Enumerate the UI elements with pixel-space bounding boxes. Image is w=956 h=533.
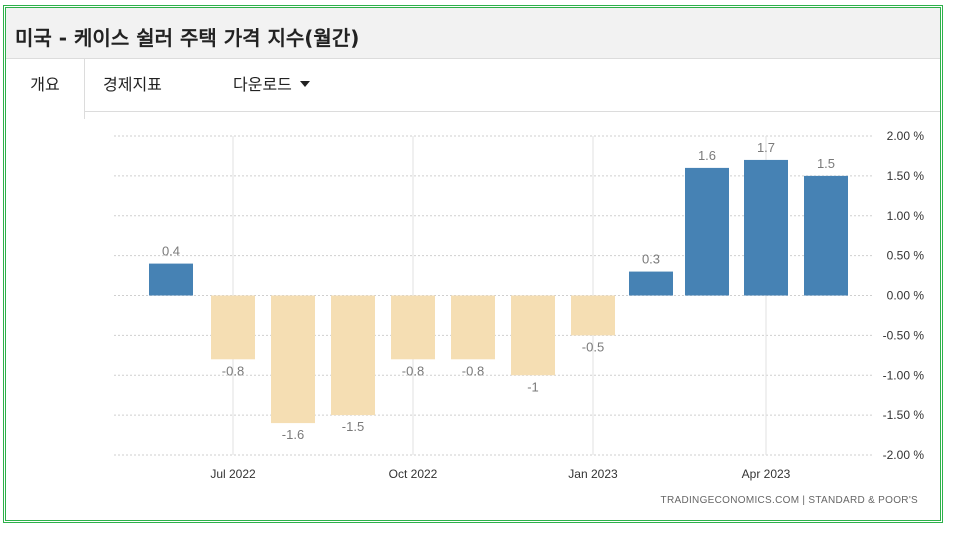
- data-label: -0.8: [402, 363, 424, 378]
- y-tick-label: -0.50 %: [883, 328, 925, 342]
- bar[interactable]: [511, 295, 555, 376]
- bar[interactable]: [149, 263, 193, 296]
- x-axis-ticks: Jul 2022 Oct 2022 Jan 2023 Apr 2023: [210, 467, 790, 481]
- data-label: -1: [527, 379, 539, 394]
- x-tick-label: Jul 2022: [210, 467, 256, 481]
- data-label: -1.5: [342, 419, 364, 434]
- y-tick-label: 2.00 %: [887, 129, 925, 143]
- data-label: 1.7: [757, 140, 775, 155]
- tab-indicators-label: 경제지표: [103, 75, 162, 94]
- page-title: 미국 - 케이스 쉴러 주택 가격 지수(월간): [15, 26, 360, 50]
- tab-indicators[interactable]: 경제지표: [103, 59, 162, 111]
- source-credit: TRADINGECONOMICS.COM | STANDARD & POOR'S: [660, 495, 918, 506]
- y-tick-label: -1.00 %: [883, 368, 925, 382]
- widget-frame: 미국 - 케이스 쉴러 주택 가격 지수(월간) 개요 경제지표 다운로드 0.…: [3, 5, 943, 523]
- chevron-down-icon: [299, 80, 310, 87]
- tab-download-label: 다운로드: [233, 75, 292, 94]
- y-tick-label: -1.50 %: [883, 408, 925, 422]
- y-tick-label: 1.50 %: [887, 169, 925, 183]
- y-tick-label: 0.00 %: [887, 289, 925, 303]
- x-tick-label: Jan 2023: [568, 467, 618, 481]
- y-axis-ticks: 2.00 % 1.50 % 1.00 % 0.50 % 0.00 % -0.50 % -1.…: [883, 129, 925, 462]
- data-label: -1.6: [282, 427, 304, 442]
- x-tick-label: Apr 2023: [742, 467, 791, 481]
- bar-chart: 0.4 -0.8 -1.6 -1.5 -0.8 -0.8 -1 -0.5 0.3 1.6 1.7 1.…: [114, 129, 925, 481]
- bar[interactable]: [685, 167, 729, 296]
- bar[interactable]: [451, 295, 495, 360]
- bar[interactable]: [571, 295, 615, 336]
- bar[interactable]: [629, 271, 673, 296]
- y-tick-label: 0.50 %: [887, 249, 925, 263]
- y-tick-label: 1.00 %: [887, 209, 925, 223]
- tab-overview-label: 개요: [30, 75, 60, 94]
- bar[interactable]: [271, 295, 315, 424]
- bars: [149, 159, 848, 424]
- bar[interactable]: [211, 295, 255, 360]
- bar[interactable]: [391, 295, 435, 360]
- data-label: 1.6: [698, 148, 716, 163]
- x-tick-label: Oct 2022: [389, 467, 438, 481]
- y-tick-label: -2.00 %: [883, 448, 925, 462]
- data-label: -0.8: [222, 363, 244, 378]
- tab-download[interactable]: 다운로드: [233, 59, 310, 111]
- data-label: 1.5: [817, 156, 835, 171]
- data-label: -0.5: [582, 339, 604, 354]
- data-label: 0.4: [162, 244, 180, 259]
- bar[interactable]: [804, 175, 848, 296]
- data-label: -0.8: [462, 363, 484, 378]
- bar[interactable]: [331, 295, 375, 416]
- tab-overview[interactable]: 개요: [6, 59, 85, 119]
- title-bar: 미국 - 케이스 쉴러 주택 가격 지수(월간): [6, 8, 940, 59]
- value-labels: 0.4 -0.8 -1.6 -1.5 -0.8 -0.8 -1 -0.5 0.3 1.6 1.7 1.…: [162, 140, 835, 442]
- tab-bar: 개요 경제지표 다운로드: [6, 59, 940, 119]
- bar[interactable]: [744, 159, 788, 296]
- data-label: 0.3: [642, 252, 660, 267]
